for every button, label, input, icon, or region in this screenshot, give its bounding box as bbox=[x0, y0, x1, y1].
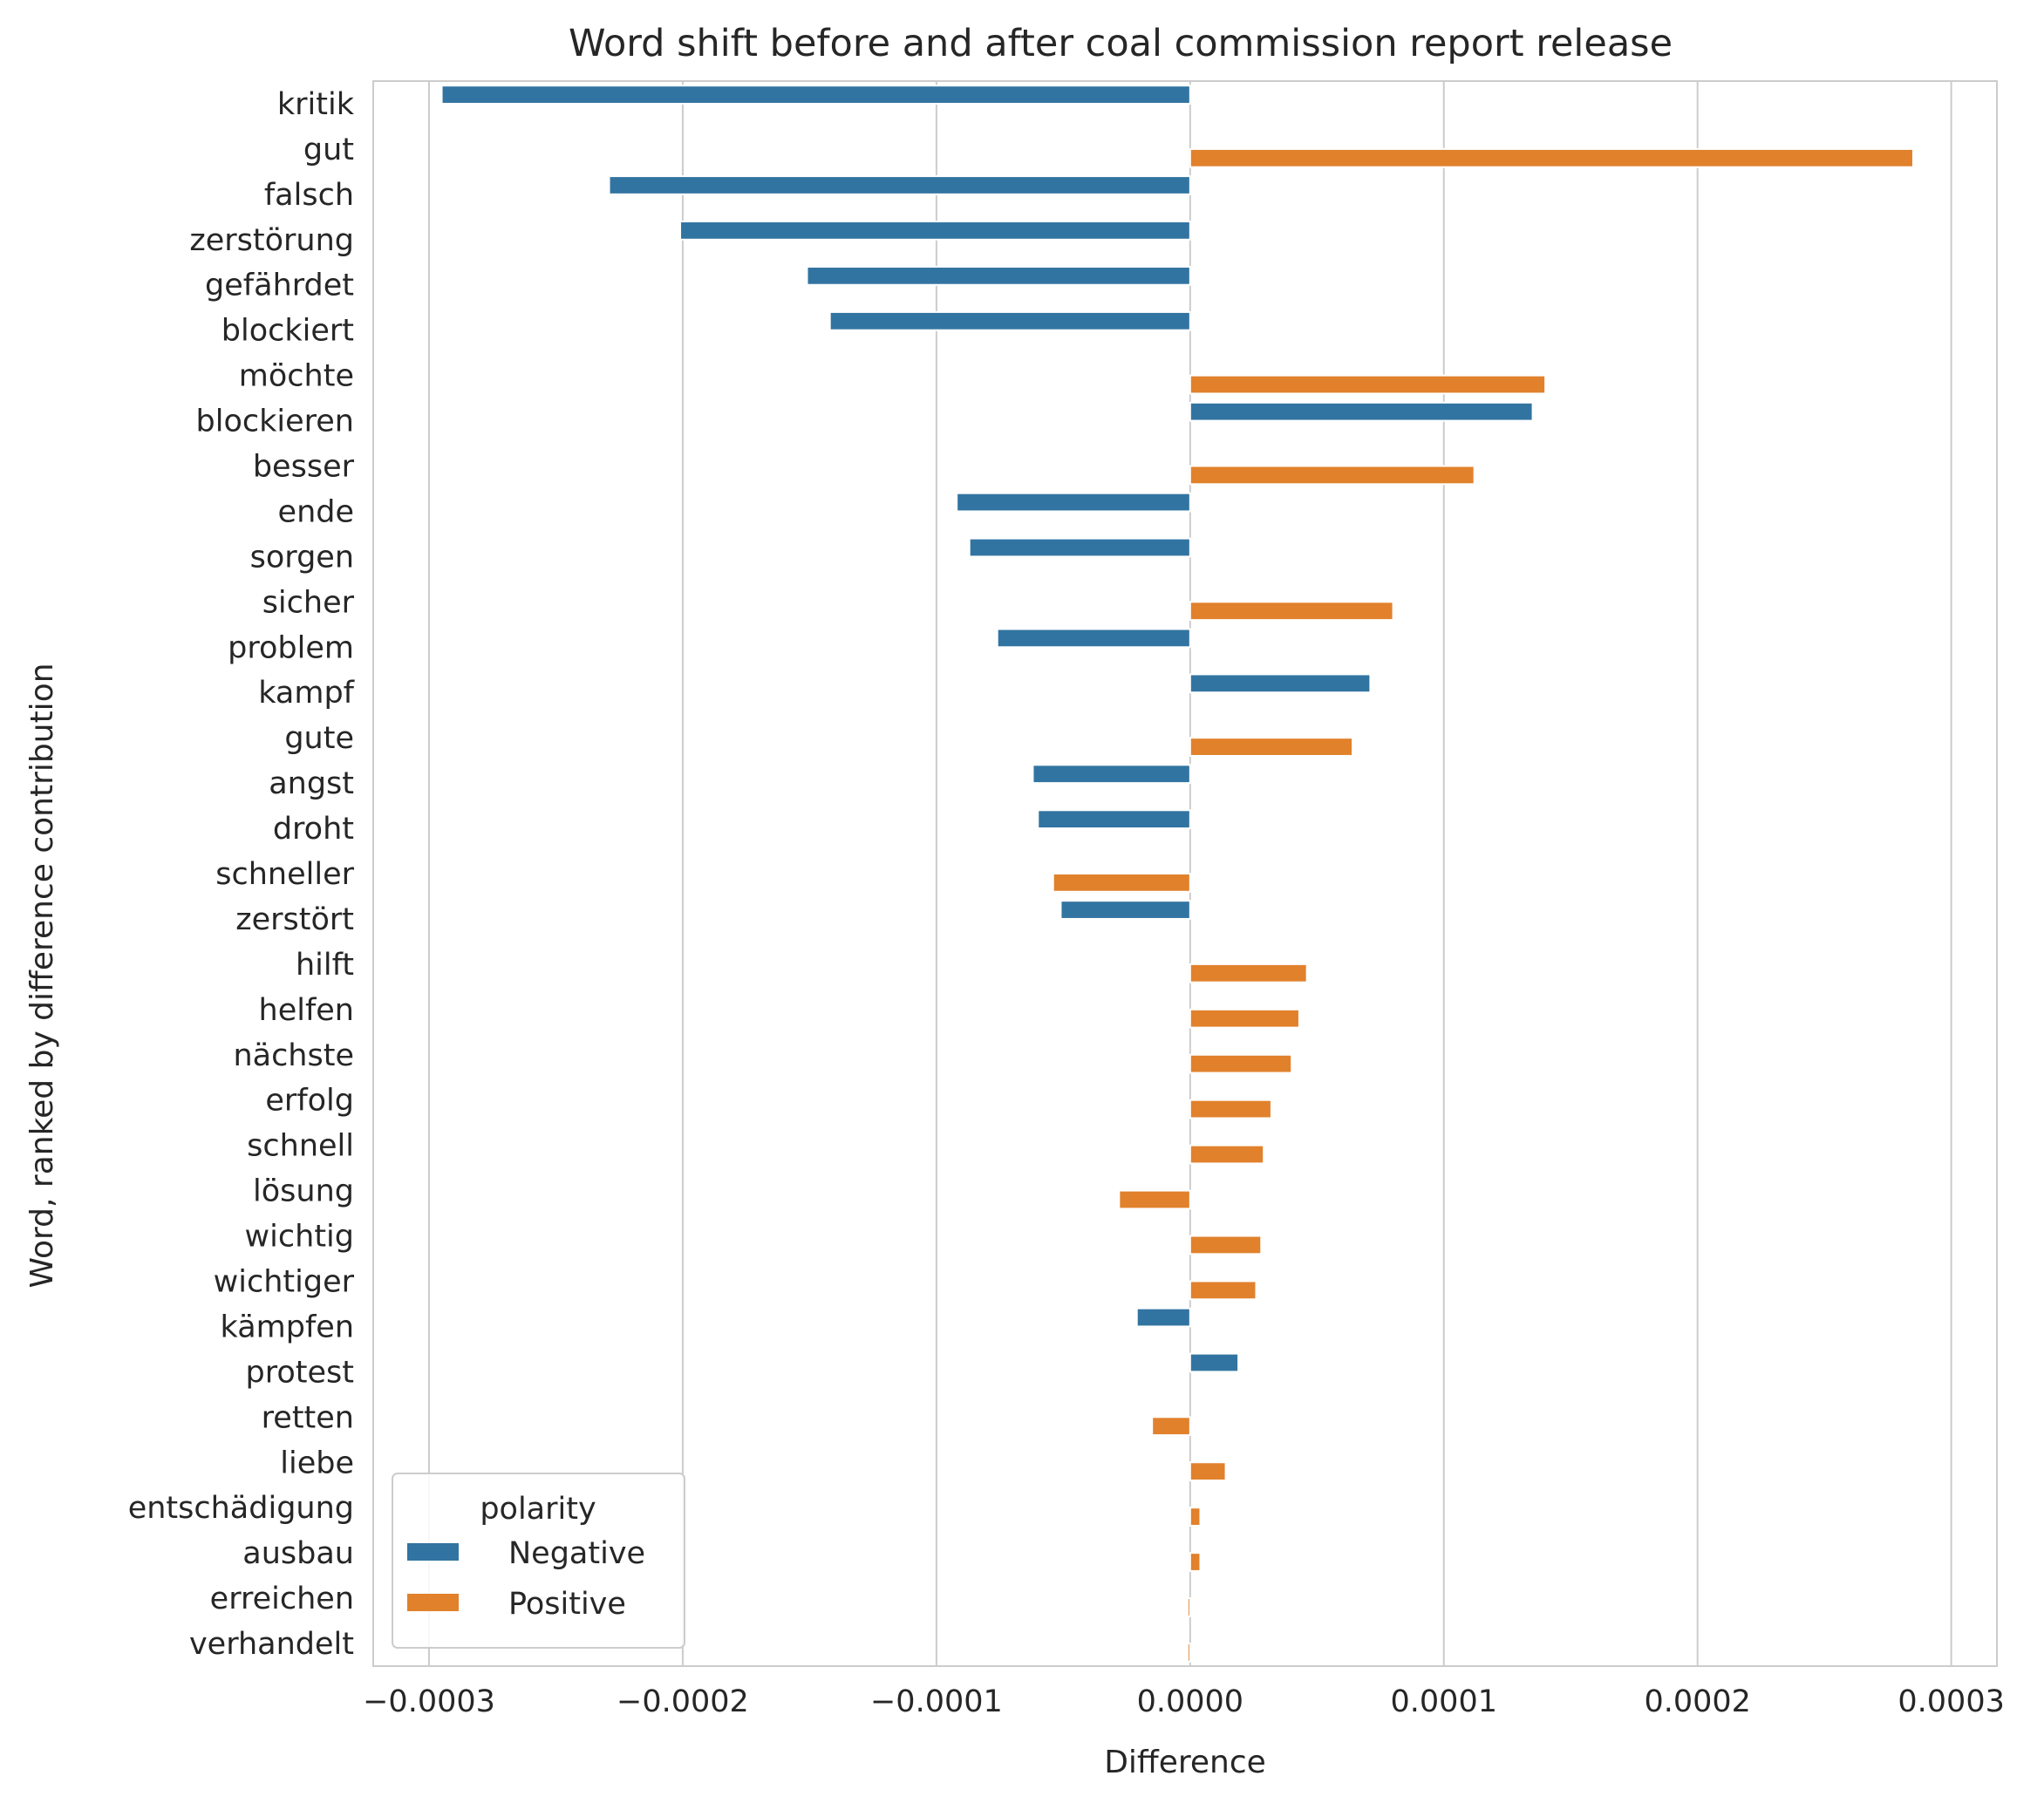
y-tick-label: sorgen bbox=[250, 540, 354, 575]
bar-positive bbox=[1189, 465, 1475, 486]
y-tick-label: zerstörung bbox=[189, 223, 354, 258]
y-tick-label: problem bbox=[228, 630, 354, 665]
bar-positive bbox=[1189, 963, 1308, 983]
y-tick-label: verhandelt bbox=[189, 1627, 354, 1662]
plot-frame bbox=[372, 80, 1998, 1667]
bar-positive bbox=[1052, 873, 1191, 893]
legend-swatch-positive bbox=[407, 1594, 459, 1611]
bar-positive bbox=[1189, 737, 1354, 757]
bar-positive bbox=[1189, 1280, 1257, 1301]
y-tick-label: blockiert bbox=[221, 314, 354, 349]
bar-positive bbox=[1189, 1144, 1265, 1165]
bar-negative bbox=[1059, 900, 1191, 920]
x-tick-label: −0.0002 bbox=[617, 1684, 749, 1719]
bar-negative bbox=[968, 537, 1191, 558]
y-tick-label: entschädigung bbox=[128, 1491, 354, 1526]
bars bbox=[440, 85, 1914, 1663]
y-tick-label: zerstört bbox=[235, 902, 354, 937]
bar-positive bbox=[1118, 1189, 1191, 1210]
bar-negative bbox=[1037, 809, 1191, 830]
y-axis-label: Word, ranked by difference contribution bbox=[24, 663, 60, 1288]
bar-positive bbox=[1189, 1235, 1263, 1255]
bar-positive bbox=[1189, 374, 1547, 395]
y-tick-label: protest bbox=[246, 1355, 354, 1390]
bar-negative bbox=[1189, 673, 1372, 694]
y-tick-label: besser bbox=[253, 450, 355, 485]
x-tick-label: 0.0000 bbox=[1137, 1684, 1243, 1719]
y-tick-label: ausbau bbox=[242, 1536, 354, 1571]
y-tick-label: kämpfen bbox=[221, 1310, 354, 1344]
bar-positive bbox=[1189, 601, 1394, 622]
y-tick-label: falsch bbox=[264, 178, 354, 213]
x-tick-label: 0.0001 bbox=[1391, 1684, 1497, 1719]
bar-positive bbox=[1151, 1416, 1191, 1437]
y-tick-label: gute bbox=[284, 721, 354, 756]
y-tick-label: schnell bbox=[247, 1129, 354, 1164]
legend-label-positive: Positive bbox=[508, 1587, 626, 1622]
y-tick-label: liebe bbox=[280, 1446, 354, 1480]
y-tick-label: schneller bbox=[215, 857, 354, 892]
y-tick-label: wichtig bbox=[245, 1220, 354, 1255]
bar-positive bbox=[1189, 1008, 1300, 1029]
y-tick-label: gut bbox=[303, 133, 354, 167]
bar-negative bbox=[1189, 1352, 1240, 1373]
bar-positive bbox=[1189, 1552, 1202, 1572]
bar-negative bbox=[806, 265, 1191, 286]
y-tick-label: erreichen bbox=[210, 1582, 354, 1616]
y-tick-label: blockieren bbox=[196, 405, 354, 439]
x-tick-label: −0.0003 bbox=[363, 1684, 495, 1719]
bar-positive bbox=[1189, 1053, 1293, 1074]
bar-positive bbox=[1186, 1643, 1191, 1663]
legend-label-negative: Negative bbox=[508, 1536, 645, 1571]
legend-title: polarity bbox=[480, 1492, 596, 1527]
bar-negative bbox=[828, 310, 1191, 331]
y-tick-label: kritik bbox=[277, 87, 355, 122]
bar-positive bbox=[1186, 1597, 1191, 1617]
x-axis-label: Difference bbox=[1104, 1745, 1266, 1780]
y-tick-labels: kritik gut falsch zerstörung gefährdet blocki… bbox=[128, 87, 355, 1662]
y-tick-label: sicher bbox=[262, 585, 355, 620]
bar-negative bbox=[1189, 401, 1534, 422]
bar-negative bbox=[679, 221, 1191, 241]
bar-negative bbox=[996, 628, 1191, 649]
x-tick-label: 0.0002 bbox=[1644, 1684, 1750, 1719]
y-tick-label: möchte bbox=[239, 359, 354, 394]
bar-positive bbox=[1189, 147, 1914, 168]
y-tick-label: helfen bbox=[259, 993, 354, 1028]
legend-box bbox=[392, 1473, 685, 1649]
legend: polarity Negative Positive bbox=[392, 1473, 685, 1649]
y-tick-label: gefährdet bbox=[205, 269, 354, 303]
bar-negative bbox=[440, 85, 1191, 105]
y-tick-label: retten bbox=[262, 1400, 354, 1435]
bar-negative bbox=[1135, 1307, 1191, 1328]
x-tick-label: 0.0003 bbox=[1898, 1684, 2004, 1719]
gridlines bbox=[428, 81, 1952, 1666]
y-tick-label: nächste bbox=[233, 1038, 354, 1073]
x-tick-labels: −0.0003 −0.0002 −0.0001 0.0000 0.0001 0.0002 0… bbox=[363, 1684, 2005, 1719]
bar-positive bbox=[1189, 1099, 1272, 1119]
y-tick-label: hilft bbox=[296, 948, 354, 983]
y-tick-label: erfolg bbox=[265, 1084, 354, 1119]
y-tick-label: lösung bbox=[253, 1174, 354, 1209]
y-tick-label: kampf bbox=[258, 676, 354, 711]
legend-swatch-negative bbox=[407, 1543, 459, 1561]
bar-negative bbox=[956, 492, 1191, 513]
x-tick-label: −0.0001 bbox=[870, 1684, 1003, 1719]
y-tick-label: droht bbox=[273, 812, 354, 847]
bar-positive bbox=[1189, 1507, 1202, 1527]
bar-negative bbox=[1032, 764, 1191, 785]
bar-positive bbox=[1189, 1461, 1227, 1482]
bar-negative bbox=[608, 175, 1191, 195]
y-tick-label: ende bbox=[278, 494, 354, 529]
chart-title: Word shift before and after coal commiss… bbox=[569, 22, 1673, 65]
y-tick-label: wichtiger bbox=[214, 1264, 355, 1299]
y-tick-label: angst bbox=[269, 766, 354, 801]
